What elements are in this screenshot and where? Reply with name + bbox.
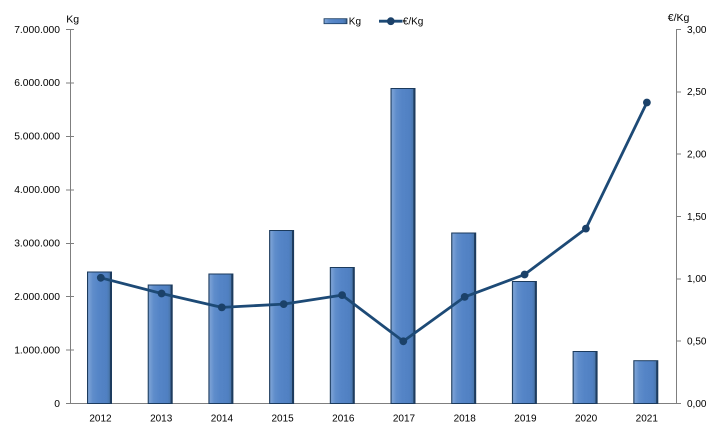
svg-text:2,50: 2,50 bbox=[687, 87, 707, 98]
svg-text:2,00: 2,00 bbox=[687, 150, 707, 161]
svg-text:1,50: 1,50 bbox=[687, 212, 707, 223]
svg-text:2014: 2014 bbox=[211, 414, 234, 425]
svg-text:1.000.000: 1.000.000 bbox=[14, 345, 60, 356]
svg-text:2020: 2020 bbox=[575, 414, 598, 425]
svg-text:2016: 2016 bbox=[332, 414, 355, 425]
svg-text:0,00: 0,00 bbox=[687, 399, 707, 410]
svg-text:6.000.000: 6.000.000 bbox=[14, 78, 60, 89]
svg-text:2015: 2015 bbox=[271, 414, 294, 425]
svg-text:1,00: 1,00 bbox=[687, 274, 707, 285]
svg-text:Kg: Kg bbox=[66, 13, 79, 25]
svg-text:2018: 2018 bbox=[454, 414, 477, 425]
svg-text:2017: 2017 bbox=[393, 414, 416, 425]
svg-text:3.000.000: 3.000.000 bbox=[14, 239, 60, 250]
svg-text:5.000.000: 5.000.000 bbox=[14, 132, 60, 143]
svg-text:3,00: 3,00 bbox=[687, 25, 707, 36]
svg-text:2.000.000: 2.000.000 bbox=[14, 292, 60, 303]
svg-text:€/Kg: €/Kg bbox=[668, 12, 690, 24]
svg-text:0: 0 bbox=[54, 399, 60, 410]
svg-text:7.000.000: 7.000.000 bbox=[14, 25, 60, 36]
svg-text:2019: 2019 bbox=[514, 414, 537, 425]
svg-text:Kg: Kg bbox=[349, 16, 361, 27]
svg-text:2013: 2013 bbox=[150, 414, 173, 425]
svg-text:2021: 2021 bbox=[636, 414, 659, 425]
svg-text:2012: 2012 bbox=[89, 414, 112, 425]
svg-text:4.000.000: 4.000.000 bbox=[14, 185, 60, 196]
svg-text:€/Kg: €/Kg bbox=[403, 16, 424, 27]
svg-text:0,50: 0,50 bbox=[687, 337, 707, 348]
